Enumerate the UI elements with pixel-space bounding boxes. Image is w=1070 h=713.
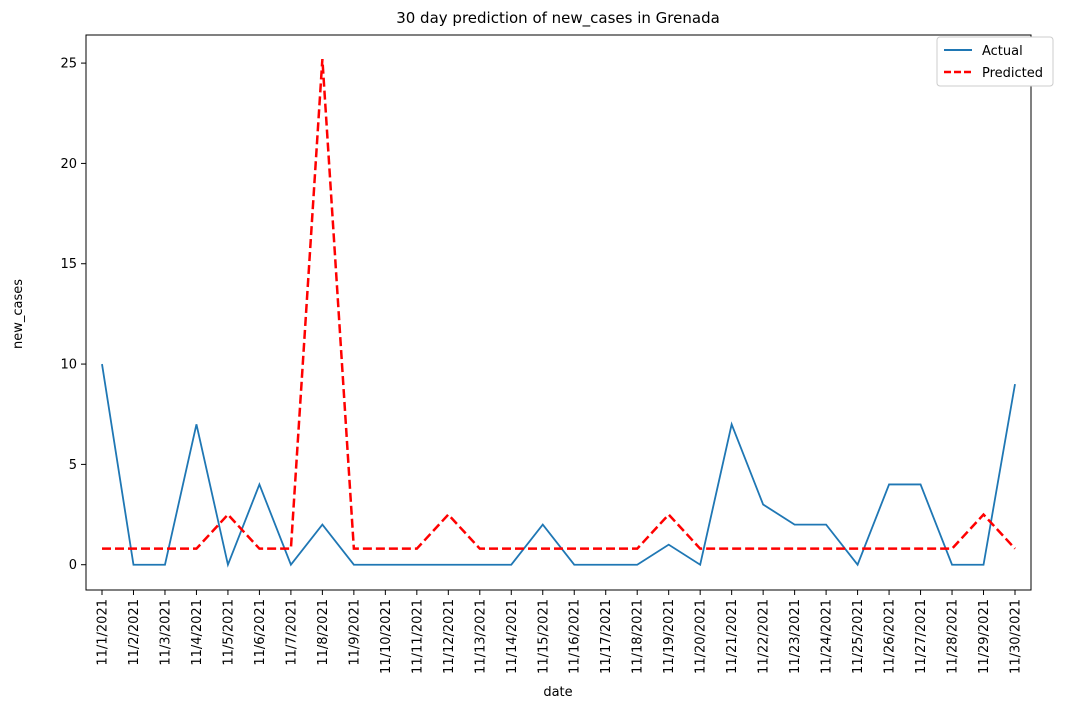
y-tick-label: 15: [60, 257, 77, 272]
x-tick-label: 11/8/2021: [316, 599, 331, 666]
x-axis-label: date: [543, 685, 572, 700]
y-tick-label: 20: [60, 157, 77, 172]
x-tick-label: 11/6/2021: [253, 599, 268, 666]
x-tick-label: 11/17/2021: [599, 599, 614, 674]
x-tick-label: 11/20/2021: [694, 599, 709, 674]
y-axis-label: new_cases: [11, 279, 26, 349]
x-tick-label: 11/25/2021: [851, 599, 866, 674]
x-tick-label: 11/22/2021: [757, 599, 772, 674]
x-tick-label: 11/19/2021: [662, 599, 677, 674]
legend: Actual Predicted: [937, 37, 1053, 86]
x-tick-label: 11/30/2021: [1009, 599, 1024, 674]
x-tick-label: 11/26/2021: [883, 599, 898, 674]
x-tick-label: 11/7/2021: [284, 599, 299, 666]
y-tick-label: 25: [60, 57, 77, 72]
legend-predicted-label: Predicted: [982, 66, 1043, 81]
x-tick-label: 11/23/2021: [788, 599, 803, 674]
y-tick-label: 0: [69, 558, 77, 573]
x-tick-label: 11/27/2021: [914, 599, 929, 674]
y-tick-label: 5: [69, 458, 77, 473]
x-tick-label: 11/9/2021: [347, 599, 362, 666]
x-tick-label: 11/24/2021: [820, 599, 835, 674]
x-tick-label: 11/4/2021: [190, 599, 205, 666]
x-tick-label: 11/5/2021: [221, 599, 236, 666]
legend-actual-label: Actual: [982, 44, 1023, 59]
x-tick-label: 11/18/2021: [631, 599, 646, 674]
x-tick-label: 11/15/2021: [536, 599, 551, 674]
x-tick-label: 11/28/2021: [946, 599, 961, 674]
x-tick-label: 11/16/2021: [568, 599, 583, 674]
x-tick-label: 11/29/2021: [977, 599, 992, 674]
x-tick-label: 11/2/2021: [127, 599, 142, 666]
x-tick-label: 11/14/2021: [505, 599, 520, 674]
y-tick-label: 10: [60, 358, 77, 373]
chart-title: 30 day prediction of new_cases in Grenad…: [396, 9, 720, 28]
x-tick-label: 11/3/2021: [158, 599, 173, 666]
x-tick-label: 11/11/2021: [410, 599, 425, 674]
x-tick-label: 11/21/2021: [725, 599, 740, 674]
x-tick-label: 11/1/2021: [96, 599, 111, 666]
x-tick-label: 11/12/2021: [442, 599, 457, 674]
x-tick-label: 11/13/2021: [473, 599, 488, 674]
x-tick-label: 11/10/2021: [379, 599, 394, 674]
